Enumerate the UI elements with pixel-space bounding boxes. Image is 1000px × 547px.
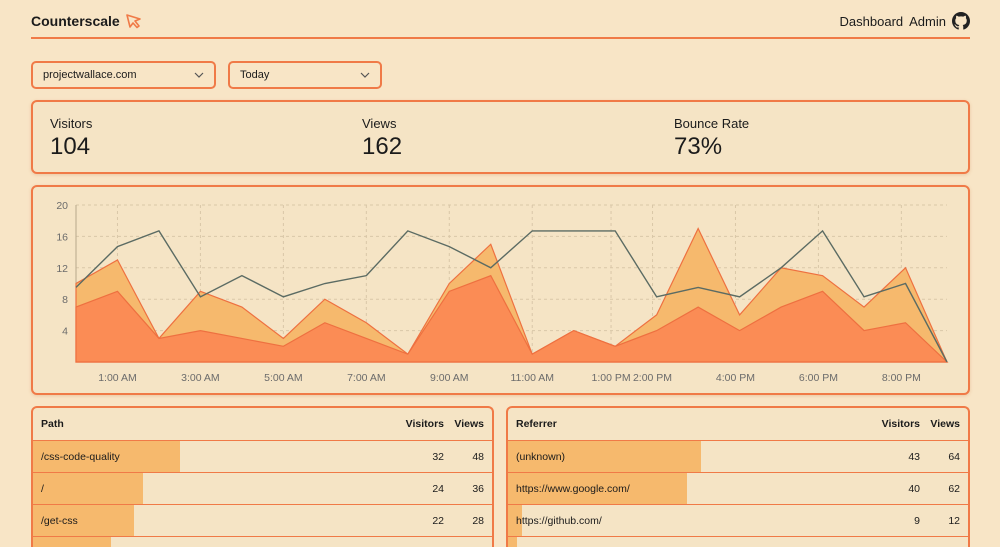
- share-bar: [33, 441, 180, 472]
- top-nav: Dashboard Admin: [840, 12, 970, 30]
- github-icon[interactable]: [952, 12, 970, 30]
- stat-value: 104: [50, 133, 91, 160]
- row-visitors: 24: [432, 482, 444, 495]
- row-name: /: [41, 482, 44, 495]
- row-name: /css-code-quality: [41, 450, 120, 463]
- y-tick-label: 8: [62, 294, 68, 306]
- column-header-referrer: Referrer: [516, 418, 557, 430]
- share-bar: [508, 505, 522, 536]
- stat-label: Bounce Rate: [674, 116, 750, 131]
- stats-card: Visitors 104 Views 162 Bounce Rate 73%: [31, 100, 970, 174]
- row-views: 62: [948, 482, 960, 495]
- table-row[interactable]: [33, 537, 492, 547]
- stat-label: Views: [362, 116, 397, 131]
- table-row[interactable]: https://github.com/9 12: [508, 505, 968, 537]
- chart-card: 20 16 12 8 4 1:00 AM 3:00 AM 5:00 AM 7:00 AM 9:00…: [31, 185, 970, 395]
- table-row[interactable]: (unknown) 43 64: [508, 441, 968, 473]
- x-tick-label: 4:00 PM: [716, 372, 755, 384]
- chevron-down-icon: [360, 72, 370, 78]
- nav-dashboard[interactable]: Dashboard: [839, 13, 904, 29]
- paths-table: Path Visitors Views /css-code-quality 32 4…: [31, 406, 494, 547]
- row-views: 64: [948, 450, 960, 463]
- chevron-down-icon: [194, 72, 204, 78]
- y-tick-label: 4: [62, 326, 68, 338]
- x-tick-label: 1:00 PM: [591, 372, 630, 384]
- stat-value: 162: [362, 133, 403, 160]
- share-bar: [33, 537, 112, 547]
- site-select-value: projectwallace.com: [43, 69, 137, 81]
- brand-name: Counterscale: [31, 13, 120, 29]
- table-header: Path Visitors Views: [33, 408, 492, 441]
- cursor-logo-icon: [125, 14, 141, 29]
- table-header: Referrer Visitors Views: [508, 408, 968, 441]
- share-bar: [33, 473, 144, 504]
- column-header-visitors: Visitors: [405, 418, 444, 430]
- traffic-chart: 20 16 12 8 4 1:00 AM 3:00 AM 5:00 AM 7:00 AM 9:00…: [56, 200, 949, 384]
- brand[interactable]: Counterscale: [31, 13, 143, 29]
- y-tick-label: 12: [56, 263, 68, 275]
- stat-views: Views 162: [362, 116, 402, 161]
- row-views: 12: [948, 514, 960, 527]
- row-name: https://github.com/: [516, 514, 602, 527]
- table-row[interactable]: /get-css 22 28: [33, 505, 492, 537]
- stat-bounce-rate: Bounce Rate 73%: [674, 116, 749, 161]
- bounce-rate-line: [75, 229, 948, 363]
- share-bar: [508, 473, 688, 504]
- x-tick-label: 8:00 PM: [882, 372, 921, 384]
- visitors-area: [75, 274, 949, 363]
- y-tick-label: 20: [56, 200, 68, 212]
- row-views: 36: [472, 482, 484, 495]
- row-views: 48: [472, 450, 484, 463]
- stat-visitors: Visitors 104: [50, 116, 92, 161]
- interval-select[interactable]: Today: [228, 61, 382, 89]
- header: Counterscale Dashboard Admin: [31, 0, 970, 39]
- row-name: (unknown): [516, 450, 566, 463]
- table-row[interactable]: [508, 537, 968, 547]
- table-row[interactable]: /css-code-quality 32 48: [33, 441, 492, 473]
- row-visitors: 32: [432, 450, 444, 463]
- row-visitors: 40: [908, 482, 920, 495]
- column-header-visitors: Visitors: [881, 418, 920, 430]
- y-tick-label: 16: [56, 231, 68, 243]
- column-header-path: Path: [41, 418, 64, 430]
- table-row[interactable]: / 24 36: [33, 473, 492, 505]
- x-tick-label: 6:00 PM: [799, 372, 838, 384]
- stat-value: 73%: [674, 133, 723, 160]
- interval-select-value: Today: [240, 69, 270, 81]
- x-tick-label: 1:00 AM: [98, 372, 137, 384]
- column-header-views: Views: [454, 418, 484, 430]
- stat-label: Visitors: [50, 116, 93, 131]
- referrers-table: Referrer Visitors Views (unknown) 43 64 htt…: [506, 406, 970, 547]
- share-bar: [33, 505, 134, 536]
- x-tick-label: 9:00 AM: [430, 372, 469, 384]
- site-select[interactable]: projectwallace.com: [31, 61, 216, 89]
- x-tick-label: 2:00 PM: [633, 372, 672, 384]
- nav-admin[interactable]: Admin: [909, 13, 946, 29]
- row-views: 28: [472, 514, 484, 527]
- row-visitors: 43: [908, 450, 920, 463]
- row-name: /get-css: [41, 514, 78, 527]
- column-header-views: Views: [930, 418, 960, 430]
- table-row[interactable]: https://www.google.com/40 62: [508, 473, 968, 505]
- share-bar: [508, 537, 518, 547]
- share-bar: [508, 441, 702, 472]
- x-tick-label: 3:00 AM: [181, 372, 220, 384]
- x-tick-label: 7:00 AM: [347, 372, 386, 384]
- row-visitors: 22: [432, 514, 444, 527]
- x-tick-label: 11:00 AM: [510, 372, 554, 384]
- row-name: https://www.google.com/: [516, 482, 630, 495]
- x-tick-label: 5:00 AM: [264, 372, 303, 384]
- row-visitors: 9: [914, 514, 920, 527]
